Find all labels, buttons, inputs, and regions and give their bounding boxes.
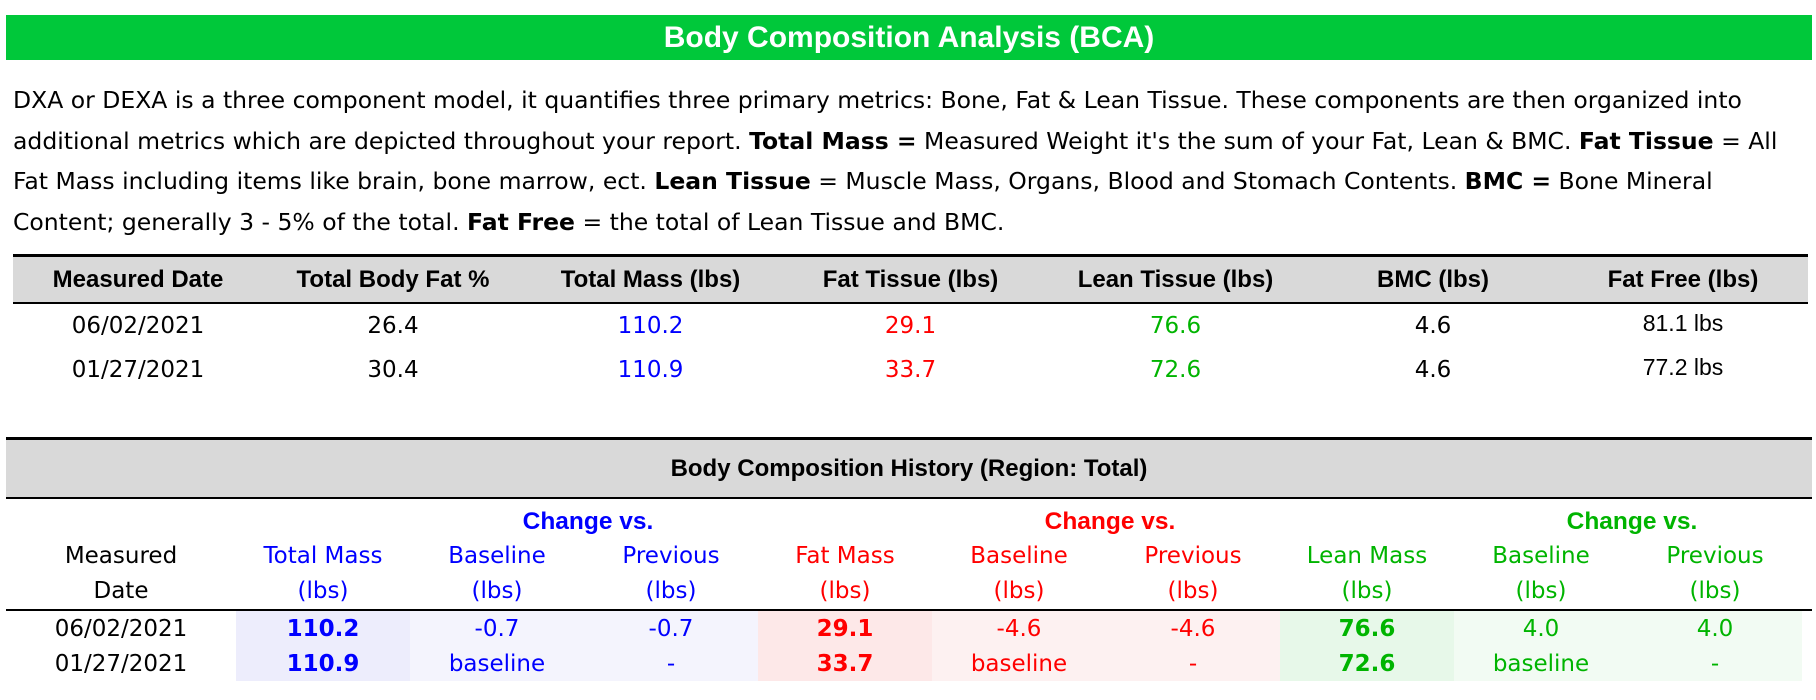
col-header-total-baseline: Baseline (lbs) bbox=[448, 543, 546, 604]
summary-row: 01/27/2021 30.4 110.9 33.7 72.6 4.6 77.2… bbox=[13, 348, 1808, 392]
intro-text: Measured Weight it's the sum of your Fat… bbox=[916, 126, 1579, 155]
history-lean-previous: 4.0 bbox=[1628, 611, 1802, 646]
intro-term-lean-tissue: Lean Tissue bbox=[654, 167, 811, 195]
history-lean-mass: 76.6 bbox=[1280, 611, 1454, 646]
summary-bodyfat: 26.4 bbox=[367, 313, 419, 339]
summary-header-cell: Fat Free (lbs) bbox=[1607, 265, 1759, 293]
change-vs-row: Change vs. Change vs. Change vs. bbox=[6, 499, 1812, 539]
history-lean-baseline: 4.0 bbox=[1454, 611, 1628, 646]
col-header-fat-previous: Previous (lbs) bbox=[1144, 543, 1242, 604]
summary-bmc: 4.6 bbox=[1414, 357, 1452, 383]
history-row: 06/02/2021 110.2 -0.7 -0.7 29.1 -4.6 -4.… bbox=[6, 611, 1812, 646]
summary-header-cell: BMC (lbs) bbox=[1377, 265, 1489, 293]
change-vs-fat: Change vs. bbox=[1044, 508, 1176, 535]
history-row: 01/27/2021 110.9 baseline - 33.7 baselin… bbox=[6, 646, 1812, 681]
summary-fat-free: 81.1 lbs bbox=[1642, 309, 1724, 336]
history-column-headers: Measured Date Total Mass (lbs) Baseline (lb… bbox=[6, 539, 1812, 611]
change-vs-lean: Change vs. bbox=[1566, 508, 1698, 535]
summary-date: 06/02/2021 bbox=[71, 313, 205, 339]
col-header-lean-previous: Previous (lbs) bbox=[1666, 543, 1764, 604]
intro-term-total-mass: Total Mass = bbox=[749, 126, 917, 155]
summary-bmc: 4.6 bbox=[1414, 313, 1452, 339]
summary-lean-tissue: 72.6 bbox=[1149, 357, 1202, 383]
summary-total-mass: 110.9 bbox=[617, 357, 684, 383]
col-header-total-mass: Total Mass (lbs) bbox=[263, 543, 383, 604]
history-total-baseline: baseline bbox=[410, 646, 584, 681]
intro-text: DXA or DEXA is a three component model, … bbox=[13, 86, 1742, 155]
summary-lean-tissue: 76.6 bbox=[1149, 313, 1202, 339]
summary-fat-tissue: 33.7 bbox=[884, 357, 937, 383]
history-lean-baseline: baseline bbox=[1454, 646, 1628, 681]
summary-header-cell: Fat Tissue (lbs) bbox=[822, 265, 999, 293]
report-banner: Body Composition Analysis (BCA) bbox=[6, 15, 1812, 60]
summary-date: 01/27/2021 bbox=[71, 357, 205, 383]
history-fat-baseline: -4.6 bbox=[932, 611, 1106, 646]
intro-paragraph: DXA or DEXA is a three component model, … bbox=[13, 80, 1808, 242]
summary-header-cell: Total Mass (lbs) bbox=[560, 265, 741, 293]
banner-title: Body Composition Analysis (BCA) bbox=[663, 20, 1155, 54]
history-total-baseline: -0.7 bbox=[410, 611, 584, 646]
summary-header-cell: Lean Tissue (lbs) bbox=[1077, 265, 1274, 293]
summary-fat-free: 77.2 lbs bbox=[1642, 353, 1724, 380]
col-header-fat-mass: Fat Mass (lbs) bbox=[795, 543, 895, 604]
summary-table: Measured Date Total Body Fat % Total Mas… bbox=[13, 254, 1808, 392]
history-total-mass: 110.9 bbox=[236, 646, 410, 681]
history-table: Body Composition History (Region: Total)… bbox=[6, 437, 1812, 681]
history-title: Body Composition History (Region: Total) bbox=[6, 437, 1812, 499]
summary-header-cell: Measured Date bbox=[52, 265, 224, 293]
intro-term-fat-free: Fat Free bbox=[467, 207, 575, 236]
history-fat-baseline: baseline bbox=[932, 646, 1106, 681]
change-vs-total: Change vs. bbox=[522, 508, 654, 535]
intro-text: = Muscle Mass, Organs, Blood and Stomach… bbox=[810, 167, 1465, 195]
history-date: 01/27/2021 bbox=[54, 650, 188, 677]
intro-term-fat-tissue: Fat Tissue bbox=[1578, 126, 1714, 155]
history-date: 06/02/2021 bbox=[54, 615, 188, 642]
history-total-mass: 110.2 bbox=[236, 611, 410, 646]
summary-total-mass: 110.2 bbox=[617, 313, 684, 339]
summary-bodyfat: 30.4 bbox=[367, 357, 419, 383]
summary-header-cell: Total Body Fat % bbox=[296, 265, 490, 293]
summary-row: 06/02/2021 26.4 110.2 29.1 76.6 4.6 81.1… bbox=[13, 304, 1808, 348]
history-fat-mass: 33.7 bbox=[758, 646, 932, 681]
summary-header-row: Measured Date Total Body Fat % Total Mas… bbox=[13, 254, 1808, 304]
summary-fat-tissue: 29.1 bbox=[884, 313, 937, 339]
history-total-previous: -0.7 bbox=[584, 611, 758, 646]
history-lean-mass: 72.6 bbox=[1280, 646, 1454, 681]
history-fat-mass: 29.1 bbox=[758, 611, 932, 646]
col-header-lean-baseline: Baseline (lbs) bbox=[1492, 543, 1590, 604]
intro-text: = All Fat Mass including items like brai… bbox=[13, 126, 1778, 196]
col-header-fat-baseline: Baseline (lbs) bbox=[970, 543, 1068, 604]
col-header-total-previous: Previous (lbs) bbox=[622, 543, 720, 604]
history-fat-previous: -4.6 bbox=[1106, 611, 1280, 646]
history-fat-previous: - bbox=[1106, 646, 1280, 681]
history-lean-previous: - bbox=[1628, 646, 1802, 681]
col-header-lean-mass: Lean Mass (lbs) bbox=[1306, 543, 1428, 604]
intro-text: = the total of Lean Tissue and BMC. bbox=[575, 207, 1005, 236]
intro-term-bmc: BMC = bbox=[1464, 167, 1552, 195]
history-total-previous: - bbox=[584, 646, 758, 681]
col-header-date: Measured Date bbox=[64, 543, 178, 604]
intro-text: Bone Mineral Content; generally 3 - 5% o… bbox=[13, 167, 1713, 236]
